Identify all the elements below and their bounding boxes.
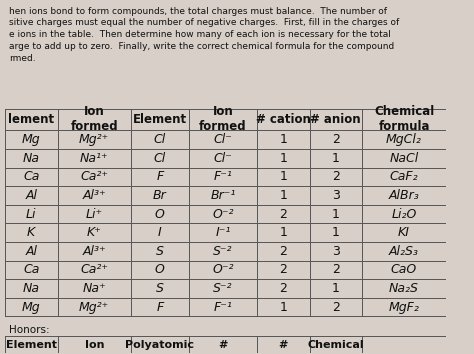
Text: Mg²⁺: Mg²⁺ [79, 133, 109, 146]
Text: MgF₂: MgF₂ [389, 301, 419, 314]
Text: Na: Na [23, 152, 40, 165]
Text: K: K [27, 226, 36, 239]
Text: 2: 2 [279, 263, 287, 276]
Text: Li: Li [26, 207, 36, 221]
Text: Cl: Cl [154, 152, 166, 165]
Text: 1: 1 [332, 152, 340, 165]
Text: Mg: Mg [22, 133, 41, 146]
Text: Mg²⁺: Mg²⁺ [79, 301, 109, 314]
Text: Na₂S: Na₂S [389, 282, 419, 295]
Text: I⁻¹: I⁻¹ [215, 226, 230, 239]
Text: CaF₂: CaF₂ [390, 170, 419, 183]
Text: Element: Element [6, 341, 57, 350]
Text: O: O [155, 263, 165, 276]
Text: AlBr₃: AlBr₃ [389, 189, 419, 202]
Text: Al₂S₃: Al₂S₃ [389, 245, 419, 258]
Text: Ion: Ion [84, 341, 104, 350]
Text: Chemical: Chemical [308, 341, 364, 350]
Text: 2: 2 [279, 207, 287, 221]
Text: # anion: # anion [310, 113, 361, 126]
Text: Br⁻¹: Br⁻¹ [210, 189, 236, 202]
Text: Cl: Cl [154, 133, 166, 146]
Text: 3: 3 [332, 245, 340, 258]
Text: 2: 2 [332, 170, 340, 183]
Text: S: S [156, 245, 164, 258]
Text: Li⁺: Li⁺ [86, 207, 103, 221]
Text: 2: 2 [279, 245, 287, 258]
Text: 1: 1 [279, 301, 287, 314]
Text: Al³⁺: Al³⁺ [82, 189, 106, 202]
Text: Cl⁻: Cl⁻ [213, 152, 232, 165]
Text: I: I [158, 226, 162, 239]
Text: Ca: Ca [23, 263, 39, 276]
Text: lement: lement [8, 113, 55, 126]
Text: 1: 1 [279, 152, 287, 165]
Text: Ion
formed: Ion formed [199, 105, 247, 133]
Text: O: O [155, 207, 165, 221]
Text: NaCl: NaCl [390, 152, 419, 165]
Text: S⁻²: S⁻² [213, 245, 233, 258]
Text: Ca²⁺: Ca²⁺ [80, 170, 108, 183]
Text: F: F [156, 301, 164, 314]
Text: 1: 1 [279, 226, 287, 239]
Text: 1: 1 [279, 133, 287, 146]
Text: Na⁺: Na⁺ [82, 282, 106, 295]
Text: O⁻²: O⁻² [212, 263, 234, 276]
Text: 1: 1 [332, 226, 340, 239]
Text: Honors:: Honors: [9, 325, 50, 335]
Text: Element: Element [133, 113, 187, 126]
Text: Na: Na [23, 282, 40, 295]
Text: 1: 1 [279, 170, 287, 183]
Text: 3: 3 [332, 189, 340, 202]
Text: CaO: CaO [391, 263, 417, 276]
Text: Chemical
formula: Chemical formula [374, 105, 434, 133]
Text: Ion
formed: Ion formed [71, 105, 118, 133]
Text: F⁻¹: F⁻¹ [213, 301, 232, 314]
Text: S: S [156, 282, 164, 295]
Text: 1: 1 [332, 282, 340, 295]
Text: 2: 2 [332, 301, 340, 314]
Text: 1: 1 [279, 189, 287, 202]
Text: 2: 2 [332, 133, 340, 146]
Text: Al: Al [25, 245, 37, 258]
Text: Mg: Mg [22, 301, 41, 314]
Text: Ca: Ca [23, 170, 39, 183]
Text: #: # [218, 341, 228, 350]
Text: KI: KI [398, 226, 410, 239]
Text: Polyatomic: Polyatomic [126, 341, 194, 350]
Text: Br: Br [153, 189, 167, 202]
Text: Na¹⁺: Na¹⁺ [80, 152, 109, 165]
Text: O⁻²: O⁻² [212, 207, 234, 221]
Text: hen ions bond to form compounds, the total charges must balance.  The number of
: hen ions bond to form compounds, the tot… [9, 7, 400, 63]
Text: Al³⁺: Al³⁺ [82, 245, 106, 258]
Text: # cation: # cation [256, 113, 311, 126]
Text: Cl⁻: Cl⁻ [213, 133, 232, 146]
Text: #: # [279, 341, 288, 350]
Text: Ca²⁺: Ca²⁺ [80, 263, 108, 276]
Text: F: F [156, 170, 164, 183]
Text: Al: Al [25, 189, 37, 202]
Text: 1: 1 [332, 207, 340, 221]
Text: MgCl₂: MgCl₂ [386, 133, 422, 146]
Text: K⁺: K⁺ [87, 226, 102, 239]
Text: Li₂O: Li₂O [392, 207, 417, 221]
Text: F⁻¹: F⁻¹ [213, 170, 232, 183]
Text: 2: 2 [332, 263, 340, 276]
Text: S⁻²: S⁻² [213, 282, 233, 295]
Text: 2: 2 [279, 282, 287, 295]
